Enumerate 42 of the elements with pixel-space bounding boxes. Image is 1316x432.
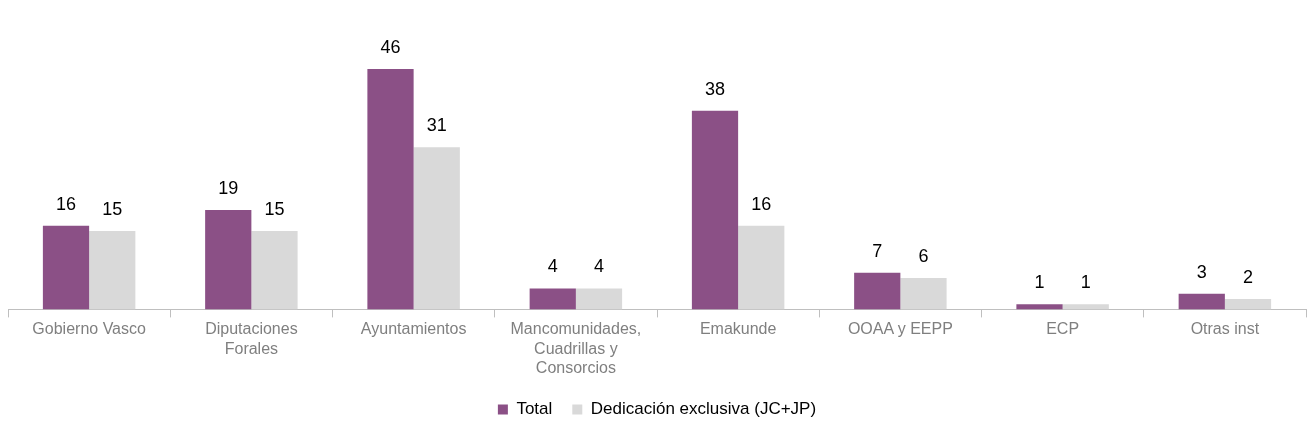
bar [1016,304,1063,310]
data-label: 16 [751,193,772,214]
x-tick-label: Diputaciones Forales [205,320,298,357]
bar [691,110,739,310]
data-label: 16 [55,193,77,214]
data-label: 38 [704,78,726,99]
data-label: 15 [264,198,285,219]
bar [1224,298,1272,310]
bar [854,272,901,310]
bar [575,288,623,310]
legend-label: Dedicación exclusiva (JC+JP) [590,399,817,419]
data-label: 7 [872,240,883,261]
data-label: 1 [1034,272,1045,293]
data-label: 4 [593,256,604,277]
data-label: 19 [218,178,239,199]
data-label: 2 [1242,266,1253,287]
bar [1062,304,1109,310]
x-tick-label: Ayuntamientos [360,320,467,338]
x-tick-label: Mancomunidades, Cuadrillas y Consorcios [510,320,642,376]
legend-label: Total [516,399,553,419]
bar [738,225,785,310]
bar [89,230,136,310]
bar [529,288,576,310]
bar [367,68,414,310]
bar [900,278,947,310]
x-tick-label: Otras inst [1190,320,1260,338]
bar [1178,293,1225,310]
data-label: 4 [547,256,558,277]
x-tick-label: OOAA y EEPP [847,320,953,338]
bar [205,210,252,310]
bar [251,230,298,310]
x-tick-label: Emakunde [699,320,777,338]
x-tick-label: Gobierno Vasco [32,320,146,338]
bar [42,225,90,310]
data-label: 31 [426,115,447,136]
x-tick-label: ECP [1046,320,1080,338]
data-label: 3 [1196,261,1207,282]
data-label: 1 [1080,272,1091,293]
bar [413,147,460,310]
data-label: 46 [380,36,401,57]
data-label: 6 [918,246,929,266]
data-label: 15 [102,198,123,219]
